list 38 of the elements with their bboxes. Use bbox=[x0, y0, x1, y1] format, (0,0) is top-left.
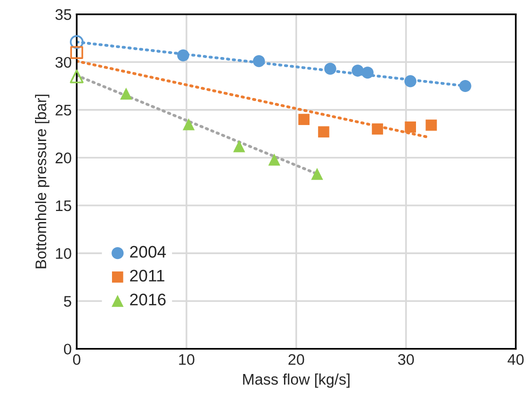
point bbox=[70, 46, 84, 59]
point bbox=[404, 75, 416, 88]
legend-label: 2004 bbox=[130, 246, 166, 258]
y-tick-label: 25 bbox=[56, 104, 72, 116]
point bbox=[268, 154, 280, 166]
point bbox=[318, 126, 330, 138]
y-tick-label: 15 bbox=[56, 200, 72, 212]
y-tick-label: 0 bbox=[64, 344, 72, 355]
point bbox=[252, 55, 265, 68]
y-axis-title: Bottomhole pressure [bar] bbox=[35, 94, 50, 268]
x-tick-label: 30 bbox=[398, 354, 414, 365]
point bbox=[182, 118, 195, 130]
point bbox=[70, 35, 84, 49]
point bbox=[372, 123, 384, 135]
point bbox=[404, 121, 416, 133]
x-tick-label: 40 bbox=[508, 354, 524, 365]
legend-label: 2011 bbox=[130, 270, 164, 282]
point bbox=[233, 140, 246, 152]
x-tick-label: 10 bbox=[179, 354, 194, 365]
point bbox=[352, 64, 364, 77]
point bbox=[70, 70, 84, 84]
legend-label: 2016 bbox=[130, 294, 166, 306]
y-tick-label: 35 bbox=[55, 9, 72, 20]
y-tick-label: 30 bbox=[55, 56, 72, 68]
x-tick-label: 20 bbox=[288, 354, 304, 365]
y-tick-label: 5 bbox=[64, 296, 72, 307]
point bbox=[459, 80, 472, 92]
x-tick-label: 0 bbox=[73, 354, 80, 365]
point bbox=[311, 168, 324, 180]
point bbox=[426, 120, 437, 131]
x-axis-title: Mass flow [kg/s] bbox=[243, 374, 350, 388]
point bbox=[298, 114, 310, 126]
point bbox=[120, 88, 132, 100]
point bbox=[177, 49, 190, 62]
y-tick-label: 10 bbox=[56, 248, 72, 259]
point bbox=[324, 62, 336, 75]
y-tick-label: 20 bbox=[56, 152, 72, 164]
point bbox=[362, 66, 374, 79]
